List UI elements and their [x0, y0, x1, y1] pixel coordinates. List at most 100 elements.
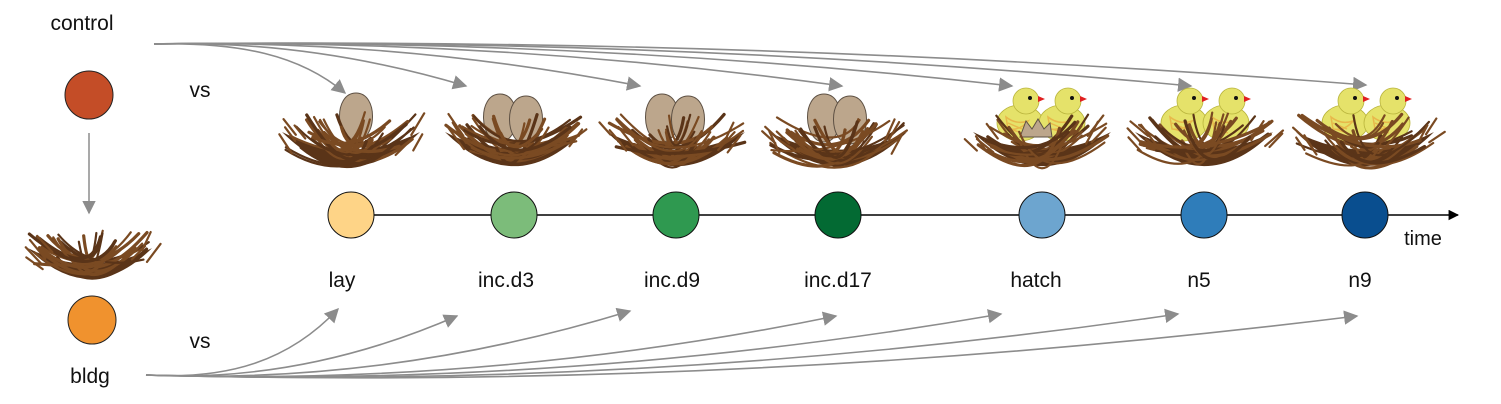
bldg-arrow-inc.d9 [145, 307, 632, 377]
nest-twig [984, 120, 1077, 150]
nest-twig [311, 119, 392, 146]
stage-nest-inc.d9 [598, 93, 747, 169]
control-arrow-lay [153, 43, 347, 94]
nest-twig [985, 122, 999, 140]
nest-twig [890, 133, 903, 155]
nest-twig [447, 126, 466, 151]
nest-twig [282, 118, 297, 136]
stage-label-n5: n5 [1187, 269, 1210, 292]
nest-twig [1322, 131, 1435, 166]
nest-twig [1018, 130, 1106, 165]
control-group-circle [64, 70, 114, 120]
nest-twig [1424, 117, 1438, 136]
nest-twig [598, 121, 612, 136]
nest-twig [295, 125, 415, 156]
control-arrow-n9 [153, 42, 1368, 92]
nest-bowl [1135, 131, 1273, 167]
nest-bowl [28, 248, 152, 279]
nest-twig [1304, 137, 1318, 156]
bldg-arrow-hatch [145, 309, 1003, 378]
nest-twig [1090, 126, 1107, 144]
nest-twig [1086, 114, 1105, 137]
nest-twig [726, 134, 742, 154]
stage-circle-n5 [1180, 191, 1228, 239]
nest-twig [478, 125, 572, 152]
nest-twig [25, 256, 44, 271]
control-arrow-inc.d9 [153, 42, 642, 91]
stage-circle-inc.d17 [814, 191, 862, 239]
nest-twig [284, 132, 384, 166]
nest-twig [1339, 140, 1427, 165]
nest-twig [447, 112, 465, 137]
bldg-group-circle [67, 295, 117, 345]
nest-twig [451, 121, 463, 139]
nest-twig [1032, 130, 1071, 156]
nest-twig [557, 134, 569, 148]
nest-twig [37, 235, 103, 261]
broken-shell-icon [1019, 118, 1053, 138]
bldg-arrow-lay [145, 307, 339, 377]
nest-twig [1138, 121, 1272, 149]
stage-label-lay: lay [329, 269, 356, 292]
nest-twig [145, 242, 162, 264]
time-axis-label: time [1404, 228, 1442, 250]
nest-twig [1136, 113, 1225, 165]
nest-twig [1127, 136, 1143, 153]
nest-twig [1352, 114, 1431, 157]
stage-label-inc.d17: inc.d17 [804, 269, 872, 292]
bldg-label: bldg [70, 365, 110, 388]
nest-twig [1292, 126, 1308, 142]
nest-twig [410, 112, 426, 136]
control-comparison-arrows [153, 42, 1368, 94]
stage-nest-lay [278, 92, 426, 169]
nest-twig [1428, 130, 1446, 144]
stage-label-inc.d3: inc.d3 [478, 269, 534, 292]
nest-twig [617, 125, 635, 147]
nest-twig [1139, 123, 1158, 147]
nest-twig [412, 133, 424, 152]
nest-twig [293, 124, 307, 140]
stage-nests [278, 87, 1446, 170]
stage-markers: lay inc.d3 inc.d9 inc.d17 hatch n5 n9 [327, 191, 1389, 292]
nest-twig [782, 123, 878, 163]
nest-twig [27, 232, 117, 263]
nest-twig [299, 140, 398, 169]
nest-twig [1315, 112, 1404, 141]
nest-twig [37, 245, 118, 269]
vs-bottom-label: vs [190, 330, 211, 353]
nest-twig [614, 140, 747, 155]
nest-twig [312, 115, 365, 154]
nest-twig [775, 130, 791, 145]
nest-twig [632, 135, 716, 160]
nest-twig [975, 137, 995, 154]
nest-twig [887, 120, 901, 141]
nest-twig [28, 238, 47, 260]
vs-top-label: vs [190, 79, 211, 102]
nest-twig [283, 126, 297, 143]
bldg-arrow-n9 [145, 310, 1359, 379]
nest-twig [722, 121, 735, 144]
nest-twig [611, 132, 628, 152]
nest-twig [318, 118, 374, 154]
nest-twig [813, 120, 859, 159]
empty-nest-icon [24, 229, 162, 280]
stage-circle-lay [327, 191, 375, 239]
control-label: control [50, 12, 113, 35]
nest-twig [607, 121, 714, 145]
nest-twig [1268, 132, 1284, 149]
nest-twig [764, 125, 783, 144]
nest-twig [1335, 134, 1383, 158]
stage-circle-inc.d3 [490, 191, 538, 239]
stage-nest-hatch [963, 87, 1111, 170]
nest-twig [24, 246, 44, 266]
nest-twig [394, 139, 412, 157]
nest-twig [1129, 120, 1150, 138]
nest-twig [625, 136, 729, 166]
stage-label-hatch: hatch [1010, 269, 1061, 292]
nest-twig [1250, 120, 1265, 142]
nest-twig [985, 120, 1080, 163]
nest-twig [768, 130, 781, 154]
control-arrow-n5 [153, 42, 1193, 92]
stage-circle-n9 [1341, 191, 1389, 239]
